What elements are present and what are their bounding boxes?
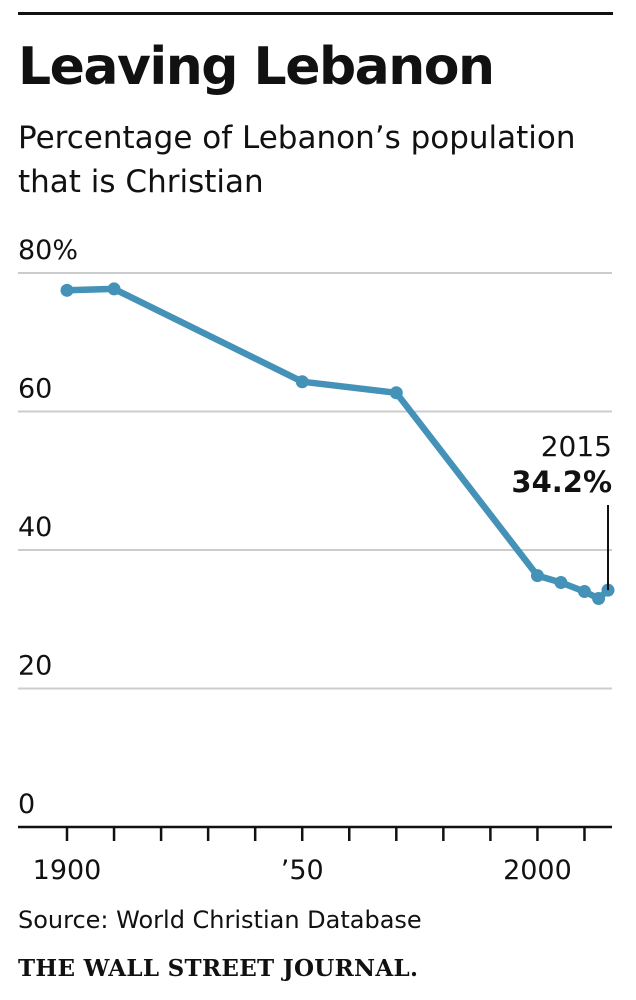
- data-point-2015: [601, 583, 615, 597]
- x-axis: [18, 825, 612, 841]
- data-point-1950: [295, 375, 309, 389]
- gridlines: [18, 272, 612, 690]
- data-point-2013: [592, 591, 606, 605]
- annotation-year: 2015: [541, 430, 612, 463]
- top-rule: [18, 12, 613, 15]
- series: [60, 282, 615, 605]
- x-tick-labels: 1900 ’50 2000: [33, 855, 572, 886]
- series-line-0: [63, 285, 612, 602]
- x-tick-label-1950: ’50: [281, 855, 324, 886]
- y-tick-label-20: 20: [18, 651, 52, 682]
- publisher-logo: THE WALL STREET JOURNAL.: [18, 955, 419, 982]
- data-point-1900: [60, 283, 74, 297]
- y-tick-label-40: 40: [18, 512, 52, 543]
- data-point-2005: [554, 576, 568, 590]
- chart-title: Leaving Lebanon: [18, 37, 495, 97]
- y-tick-label-0: 0: [18, 789, 35, 820]
- source-note: Source: World Christian Database: [18, 906, 422, 934]
- y-tick-label-60: 60: [18, 374, 52, 405]
- data-point-1970: [389, 386, 403, 400]
- data-point-1910: [107, 282, 121, 296]
- x-tick-label-2000: 2000: [503, 855, 572, 886]
- annotation-value: 34.2%: [511, 465, 612, 499]
- y-tick-labels: 0 20 40 60 80%: [18, 235, 78, 820]
- x-tick-label-1900: 1900: [33, 855, 102, 886]
- y-tick-label-80: 80%: [18, 235, 78, 266]
- data-point-2000: [530, 569, 544, 583]
- data-point-2010: [577, 585, 591, 599]
- chart-subtitle: Percentage of Lebanon’s population that …: [18, 120, 576, 200]
